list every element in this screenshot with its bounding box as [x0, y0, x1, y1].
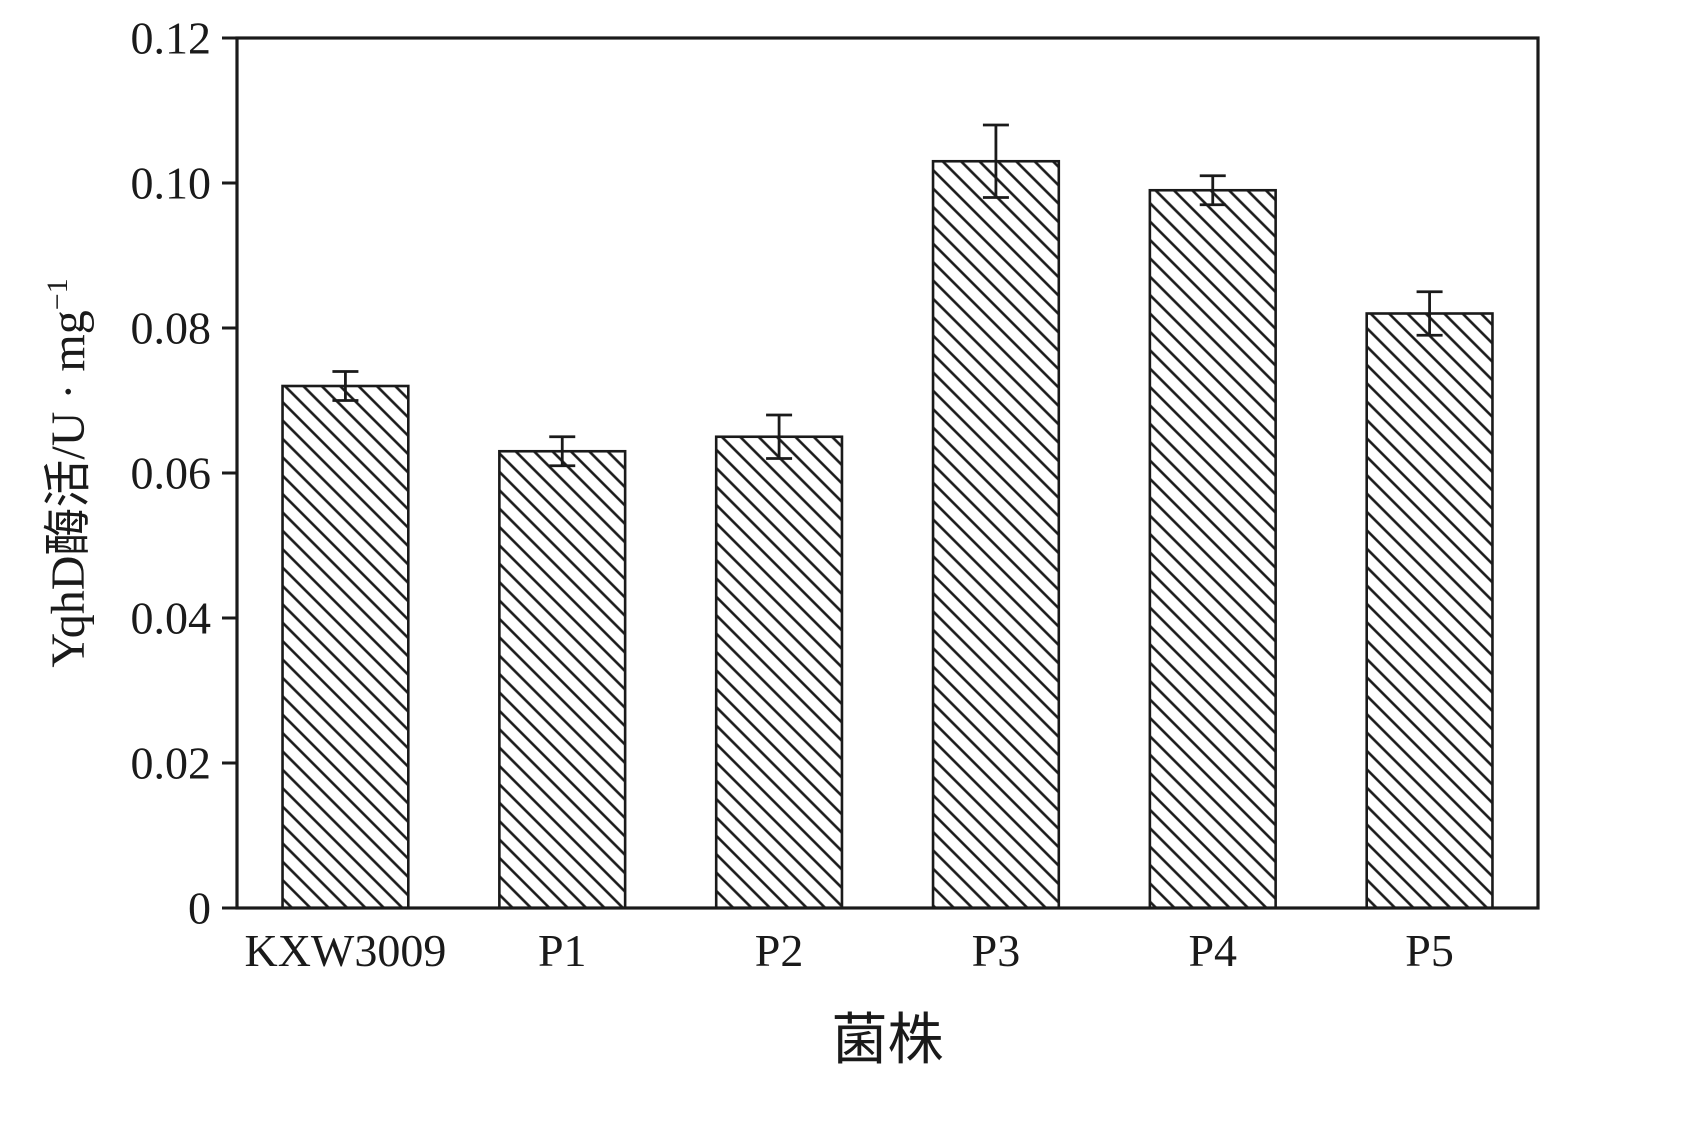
bar-group-P5	[1365, 290, 1494, 910]
bar-P3	[931, 159, 1061, 910]
error-bar-P5	[1416, 290, 1443, 337]
x-axis-tick-label: P3	[972, 925, 1021, 976]
bar-group-P4	[1148, 174, 1277, 910]
x-axis-tick-label: P4	[1188, 925, 1237, 976]
bar-P5	[1365, 312, 1494, 910]
x-axis-title: 菌株	[831, 1010, 944, 1072]
plot-border	[235, 36, 1540, 910]
y-axis-tick-label: 0.12	[131, 13, 212, 64]
x-axis-tick-label: P1	[538, 925, 587, 976]
y-axis-title-text: YqhD酶活/U · mg	[42, 310, 95, 668]
error-bar-KXW3009	[332, 370, 359, 402]
x-axis-tick-label: P5	[1405, 925, 1454, 976]
bar-P1	[498, 449, 627, 910]
bar-group-P3	[931, 123, 1061, 910]
y-axis-title: YqhD酶活/U · mg−1	[28, 38, 95, 908]
y-axis-tick-label: 0.10	[131, 158, 212, 209]
error-bar-P4	[1199, 174, 1226, 207]
y-axis-title-exponent: −1	[41, 278, 74, 311]
bar-group-KXW3009	[281, 370, 410, 910]
bar-P4	[1148, 188, 1277, 910]
bar-group-P2	[714, 413, 844, 910]
x-axis-tick-label: P2	[755, 925, 804, 976]
y-axis-tick-label: 0.06	[131, 448, 212, 499]
error-bar-P2	[766, 413, 793, 460]
bar-KXW3009	[281, 384, 410, 910]
error-bar-P1	[549, 435, 576, 468]
y-axis-tick-label: 0.08	[131, 303, 212, 354]
y-axis-tick-label: 0.02	[131, 738, 212, 789]
bar-P2	[714, 435, 844, 910]
error-bar-P3	[982, 123, 1009, 199]
bar-group-P1	[498, 435, 627, 910]
x-axis-tick-label: KXW3009	[244, 925, 446, 976]
y-axis-tick-label: 0	[188, 883, 211, 934]
y-axis-tick-label: 0.04	[131, 593, 212, 644]
